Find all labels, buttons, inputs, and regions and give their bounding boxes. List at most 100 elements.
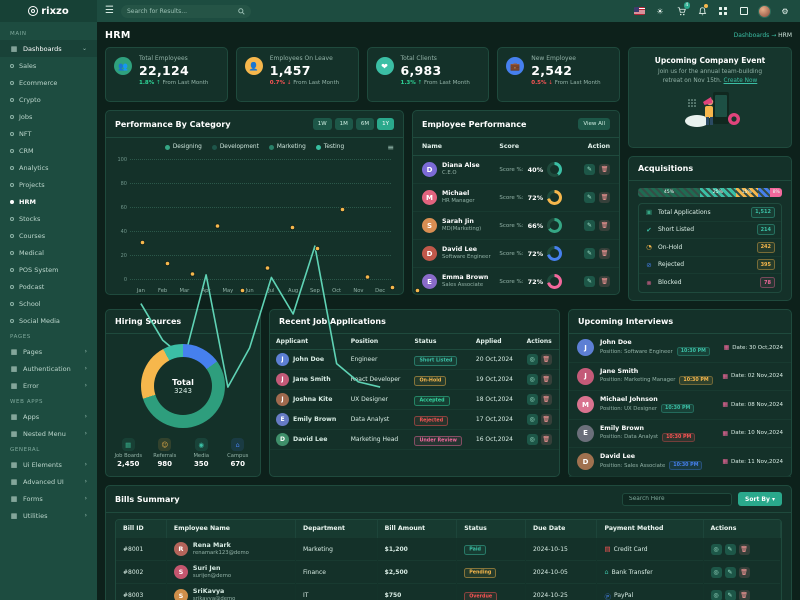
logo[interactable]: rixzo [0, 0, 97, 22]
search-icon [238, 7, 245, 15]
sidebar-item-pos-system[interactable]: POS System [0, 261, 97, 278]
view-icon[interactable]: ◎ [710, 543, 722, 555]
delete-icon[interactable]: 🗑 [738, 590, 750, 600]
legend-item-designing[interactable]: Designing [164, 144, 202, 150]
x-tick-label: Nov [353, 288, 364, 294]
bullet-icon [10, 80, 14, 85]
sidebar-item-hrm[interactable]: HRM [0, 193, 97, 210]
acq-row-rejected[interactable]: ⊘ Rejected 395 [639, 257, 781, 274]
apps-grid-icon[interactable] [716, 4, 730, 18]
create-now-link[interactable]: Create Now [723, 77, 758, 84]
delete-icon[interactable]: 🗑 [540, 434, 552, 445]
sidebar-item-error[interactable]: ▦ Error › [0, 377, 97, 394]
edit-icon[interactable]: ✎ [584, 164, 595, 175]
acq-row-short-listed[interactable]: ✔ Short Listed 214 [639, 222, 781, 239]
sidebar-item-nested-menu[interactable]: ▦ Nested Menu › [0, 425, 97, 442]
breadcrumb-root[interactable]: Dashboards [733, 32, 770, 39]
sidebar-item-advanced-ui[interactable]: ▦ Advanced UI › [0, 473, 97, 490]
menu-toggle-icon[interactable]: ☰ [105, 5, 114, 16]
range-button-6m[interactable]: 6M [355, 118, 375, 130]
upcoming-interviews-title: Upcoming Interviews [578, 317, 674, 326]
sidebar-item-projects[interactable]: Projects [0, 176, 97, 193]
delete-icon[interactable]: 🗑 [540, 354, 552, 365]
sidebar-item-apps[interactable]: ▦ Apps › [0, 408, 97, 425]
sidebar-item-podcast[interactable]: Podcast [0, 278, 97, 295]
legend-item-testing[interactable]: Testing [315, 144, 344, 150]
legend-item-marketing[interactable]: Marketing [268, 144, 306, 150]
range-button-1w[interactable]: 1W [312, 118, 332, 130]
range-button-1y[interactable]: 1Y [377, 118, 394, 130]
acq-row-on-hold[interactable]: ◔ On-Hold 242 [639, 239, 781, 257]
legend-item-development[interactable]: Development [211, 144, 259, 150]
edit-icon[interactable]: ✎ [584, 192, 595, 203]
sidebar-item-courses[interactable]: Courses [0, 227, 97, 244]
sidebar-item-sales[interactable]: Sales [0, 57, 97, 74]
delete-icon[interactable]: 🗑 [599, 248, 610, 259]
range-buttons: 1W 1M 6M 1Y [312, 118, 394, 130]
applied-cell: 19 Oct,2024 [469, 369, 521, 390]
interview-row: E Emily Brown Position: Data Analyst 10:30 … [569, 420, 791, 448]
view-all-button[interactable]: View All [578, 118, 610, 130]
sidebar-item-medical[interactable]: Medical [0, 244, 97, 261]
edit-icon[interactable]: ✎ [584, 248, 595, 259]
chart-menu-icon[interactable]: ≡ [387, 143, 394, 152]
delete-icon[interactable]: 🗑 [540, 374, 552, 385]
sidebar-item-social-media[interactable]: Social Media [0, 312, 97, 329]
view-icon[interactable]: ◎ [526, 414, 538, 425]
fullscreen-icon[interactable] [737, 4, 751, 18]
range-button-1m[interactable]: 1M [334, 118, 353, 130]
edit-icon[interactable]: ✎ [584, 220, 595, 231]
sidebar-item-analytics[interactable]: Analytics [0, 159, 97, 176]
interview-time-badge: 10:30 PM [676, 347, 710, 357]
delete-icon[interactable]: 🗑 [599, 192, 610, 203]
edit-icon[interactable]: ✎ [724, 590, 736, 600]
sidebar-item-school[interactable]: School [0, 295, 97, 312]
delete-icon[interactable]: 🗑 [599, 276, 610, 287]
delete-icon[interactable]: 🗑 [540, 394, 552, 405]
sidebar-item-ui-elements[interactable]: ▦ Ui Elements › [0, 456, 97, 473]
global-search[interactable] [120, 4, 251, 18]
sidebar-item-crypto[interactable]: Crypto [0, 91, 97, 108]
sidebar-item-pages[interactable]: ▦ Pages › [0, 343, 97, 360]
interview-position: Position: Data Analyst [600, 434, 659, 440]
view-icon[interactable]: ◎ [526, 374, 538, 385]
acq-row-blocked[interactable]: ⊗ Blocked 78 [639, 274, 781, 292]
search-input[interactable] [126, 7, 234, 15]
sidebar-item-forms[interactable]: ▦ Forms › [0, 490, 97, 507]
sidebar-item-authentication[interactable]: ▦ Authentication › [0, 360, 97, 377]
delete-icon[interactable]: 🗑 [540, 414, 552, 425]
view-icon[interactable]: ◎ [526, 394, 538, 405]
bills-search-input[interactable] [622, 492, 733, 506]
delete-icon[interactable]: 🗑 [599, 220, 610, 231]
view-icon[interactable]: ◎ [710, 566, 722, 578]
settings-gear-icon[interactable]: ⚙ [781, 6, 789, 16]
edit-icon[interactable]: ✎ [724, 543, 736, 555]
theme-toggle-sun-icon[interactable]: ☀ [656, 6, 664, 16]
avatar: S [173, 565, 188, 580]
edit-icon[interactable]: ✎ [584, 276, 595, 287]
sidebar-item-ecommerce[interactable]: Ecommerce [0, 74, 97, 91]
sidebar-item-crm[interactable]: CRM [0, 142, 97, 159]
sidebar-item-stocks[interactable]: Stocks [0, 210, 97, 227]
delete-icon[interactable]: 🗑 [599, 164, 610, 175]
view-icon[interactable]: ◎ [526, 354, 538, 365]
sort-by-button[interactable]: Sort By ▾ [738, 492, 782, 506]
application-row: E Emily Brown Data Analyst Rejected 17 Oct,2… [270, 409, 559, 430]
view-icon[interactable]: ◎ [526, 434, 538, 445]
notifications-bell-icon[interactable] [695, 4, 709, 18]
sidebar-item-utilities[interactable]: ▦ Utilities › [0, 507, 97, 524]
cart-icon[interactable]: 4 [674, 2, 690, 18]
delete-icon[interactable]: 🗑 [738, 566, 750, 578]
legend-dot [164, 144, 170, 150]
user-avatar[interactable] [758, 4, 771, 18]
acq-label: On-Hold [658, 243, 683, 251]
edit-icon[interactable]: ✎ [724, 566, 736, 578]
view-icon[interactable]: ◎ [710, 590, 722, 600]
sidebar-item-label: Apps [23, 412, 40, 421]
language-flag-icon[interactable] [632, 4, 646, 18]
sidebar-item-jobs[interactable]: Jobs [0, 108, 97, 125]
sidebar-item-dashboards[interactable]: ▦ Dashboards ⌄ [0, 40, 97, 57]
sidebar-item-nft[interactable]: NFT [0, 125, 97, 142]
delete-icon[interactable]: 🗑 [738, 543, 750, 555]
acq-row-total-applications[interactable]: ▣ Total Applications 1,512 [639, 204, 781, 222]
